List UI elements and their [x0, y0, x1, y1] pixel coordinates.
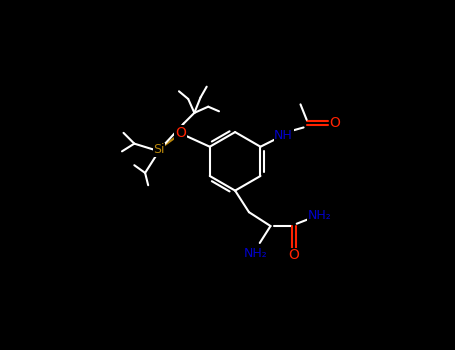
Text: O: O [288, 248, 299, 262]
Text: O: O [330, 116, 341, 130]
Text: NH₂: NH₂ [308, 209, 332, 222]
Text: Si: Si [153, 143, 165, 156]
Text: NH₂: NH₂ [243, 247, 267, 260]
Text: O: O [175, 126, 186, 140]
Text: NH: NH [274, 129, 293, 142]
